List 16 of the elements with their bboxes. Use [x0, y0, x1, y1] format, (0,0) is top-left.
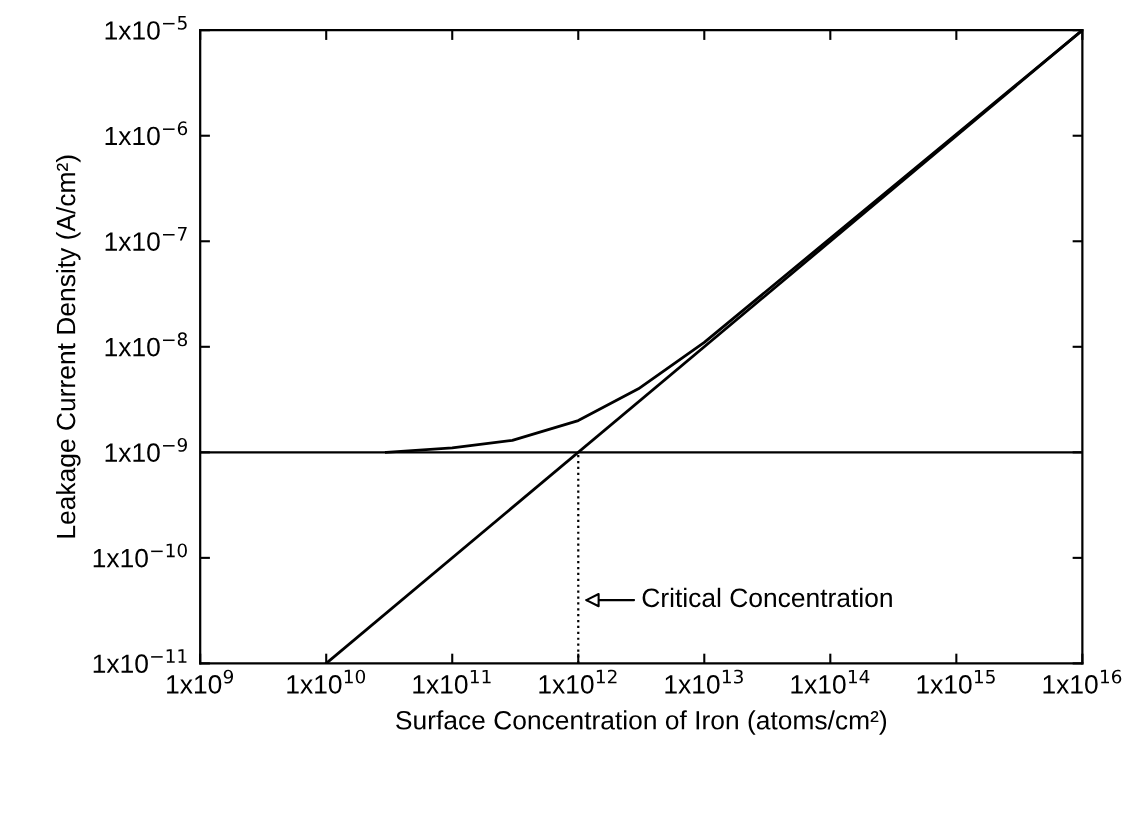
- x-tick-label: 1x10$^{16}$: [1043, 669, 1122, 694]
- y-tick-label: 1x10$^{−9}$: [105, 437, 187, 462]
- y-tick-label: 1x10$^{−7}$: [105, 227, 187, 251]
- annotation: Critical Concentration: [642, 587, 892, 608]
- x-tick-label: 1x10$^{10}$: [287, 669, 366, 694]
- y-tick-label: 1x10$^{−10}$: [93, 543, 187, 568]
- x-tick-label: 1x10$^{11}$: [413, 669, 491, 694]
- x-tick-label: 1x10$^{14}$: [791, 669, 870, 694]
- y-tick-label: 1x10$^{−6}$: [105, 121, 188, 146]
- x-tick-label: 1x10$^{12}$: [539, 669, 617, 694]
- y-tick-label: 1x10$^{−8}$: [105, 332, 188, 357]
- y-axis-title: Leakage Current Density (A/cm²): [55, 155, 81, 538]
- x-tick-label: 1x10$^{13}$: [665, 669, 743, 694]
- y-tick-label: 1x10$^{−5}$: [105, 16, 187, 40]
- x-axis-title: Surface Concentration of Iron (atoms/cm²): [396, 710, 887, 735]
- x-tick-label: 1x10$^{15}$: [917, 669, 995, 694]
